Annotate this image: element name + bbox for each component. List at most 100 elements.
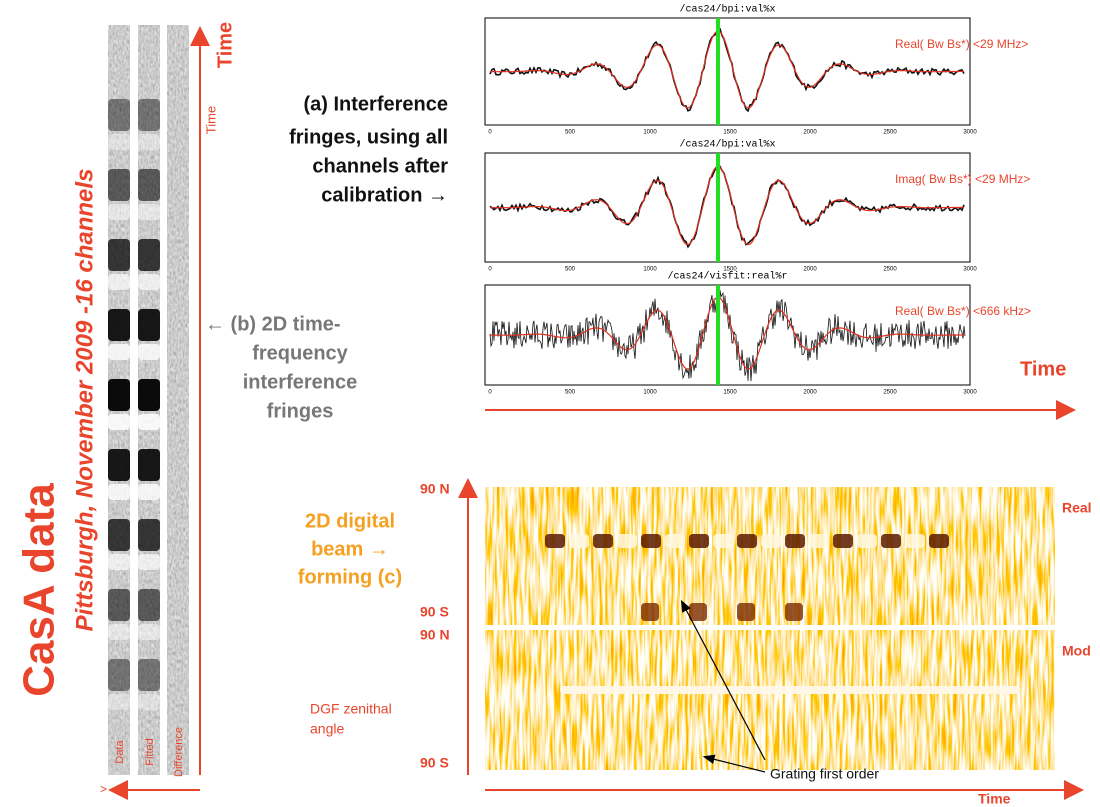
time-label: Time <box>978 791 1011 807</box>
x-tick-label: 2500 <box>883 267 897 273</box>
annotation-line: 2D digital <box>305 510 395 532</box>
strip-label: Data <box>114 740 126 764</box>
callout-arrow <box>680 599 766 761</box>
beam-cell <box>857 534 877 548</box>
fringe-band <box>138 274 160 290</box>
fringe-band <box>108 694 130 710</box>
callout-label: Grating first order <box>770 766 879 782</box>
annotation-line: calibration → <box>321 184 448 206</box>
beam-cell <box>881 534 901 548</box>
x-tick-label: 1500 <box>723 390 737 396</box>
beam-cell <box>785 534 805 548</box>
x-tick-label: 1500 <box>723 130 737 136</box>
plot-frame <box>484 284 971 386</box>
annotation-line: beam → <box>311 538 389 560</box>
beam-cell <box>641 534 661 548</box>
fringe-band <box>138 519 160 551</box>
plot-label: Real( Bw Bs*) <29 MHz> <box>895 37 1028 51</box>
beam-cell <box>737 603 755 621</box>
noisy-trace <box>489 27 965 113</box>
fit-trace <box>490 296 964 370</box>
x-tick-label: 3000 <box>963 130 977 136</box>
x-tick-label: 500 <box>565 130 576 136</box>
callout-arrow <box>702 754 766 773</box>
arrow-label: > <box>100 782 107 796</box>
panel-label: Real <box>1062 500 1092 516</box>
beam-cell <box>929 534 949 548</box>
beam-cell <box>737 534 757 548</box>
x-tick-label: 2000 <box>803 130 817 136</box>
fringe-band <box>108 344 130 360</box>
beam-cell <box>665 534 685 548</box>
fringe-band <box>138 694 160 710</box>
time-label: Time <box>1020 358 1066 380</box>
beamforming: Real 90 N 90 S Mod 90 N 90 S 2D digital beam → f… <box>298 481 1092 782</box>
fringe-band <box>108 379 130 411</box>
annotation-line: frequency <box>252 342 348 364</box>
x-tick-label: 2500 <box>883 390 897 396</box>
fringe-band <box>108 99 130 131</box>
axis-label: angle <box>310 721 344 737</box>
fringe-strips: Data Fitted Difference <box>108 25 189 777</box>
fringe-band <box>108 169 130 201</box>
beam-cell <box>617 534 637 548</box>
plot-label: Real( Bw Bs*) <666 kHz> <box>895 304 1031 318</box>
annotation-line: forming (c) <box>298 566 402 588</box>
fringe-band <box>108 239 130 271</box>
fringe-band <box>138 309 160 341</box>
beam-cell <box>905 534 925 548</box>
fringe-band <box>108 484 130 500</box>
beam-cell <box>593 534 613 548</box>
panel-label: Mod <box>1062 643 1091 659</box>
annotation-line: (a) Interference <box>304 93 449 115</box>
beam-cell <box>785 603 803 621</box>
fringe-band <box>138 169 160 201</box>
beam-cell <box>689 534 709 548</box>
slide-title: CasA data <box>15 483 64 697</box>
x-tick-label: 3000 <box>963 267 977 273</box>
annotation-line: fringes, using all <box>289 126 448 148</box>
x-tick-label: 2500 <box>883 130 897 136</box>
axis-label: DGF zenithal <box>310 701 392 717</box>
fringe-band <box>138 554 160 570</box>
time-label: Time <box>203 106 218 134</box>
annotation-line: fringes <box>267 400 334 422</box>
x-tick-label: 1000 <box>643 130 657 136</box>
beam-cell <box>545 534 565 548</box>
beam-cell <box>809 534 829 548</box>
x-tick-label: 1500 <box>723 267 737 273</box>
x-tick-label: 3000 <box>963 390 977 396</box>
fit-trace <box>490 165 965 246</box>
time-label: Time <box>214 22 236 68</box>
x-tick-label: 2000 <box>803 390 817 396</box>
fringe-band <box>138 449 160 481</box>
plot-label: Imag( Bw Bs*) <29 MHz> <box>895 172 1030 186</box>
strip-label: Fitted <box>144 738 156 766</box>
fringe-plots: /cas24/bpi:val%x 0 500 1000 1500 2000 2500 3000… <box>484 4 1031 396</box>
fringe-band <box>138 134 160 150</box>
fringe-band <box>138 239 160 271</box>
fringe-band <box>138 484 160 500</box>
beam-cell <box>833 534 853 548</box>
plot-title: /cas24/bpi:val%x <box>679 139 775 151</box>
x-tick-label: 1000 <box>643 390 657 396</box>
fringe-band <box>138 99 160 131</box>
fringe-band <box>138 204 160 220</box>
annotation-line: ← (b) 2D time- <box>205 313 341 335</box>
beam-cell <box>689 603 707 621</box>
fringe-band <box>138 624 160 640</box>
fringe-band <box>108 134 130 150</box>
plot-title: /cas24/bpi:val%x <box>679 4 775 16</box>
slide-subtitle: Pittsburgh, November 2009 -16 channels <box>71 169 98 632</box>
strip <box>167 25 189 775</box>
strip-label: Difference <box>173 727 185 777</box>
fringe-band <box>108 204 130 220</box>
fringe-band <box>108 274 130 290</box>
fringe-band <box>108 449 130 481</box>
fringe-band <box>138 659 160 691</box>
beam-cell <box>641 603 659 621</box>
plot-title: /cas24/visfit:real%r <box>667 271 787 283</box>
axis-bottom: 90 S <box>420 755 449 771</box>
fringe-band <box>108 554 130 570</box>
